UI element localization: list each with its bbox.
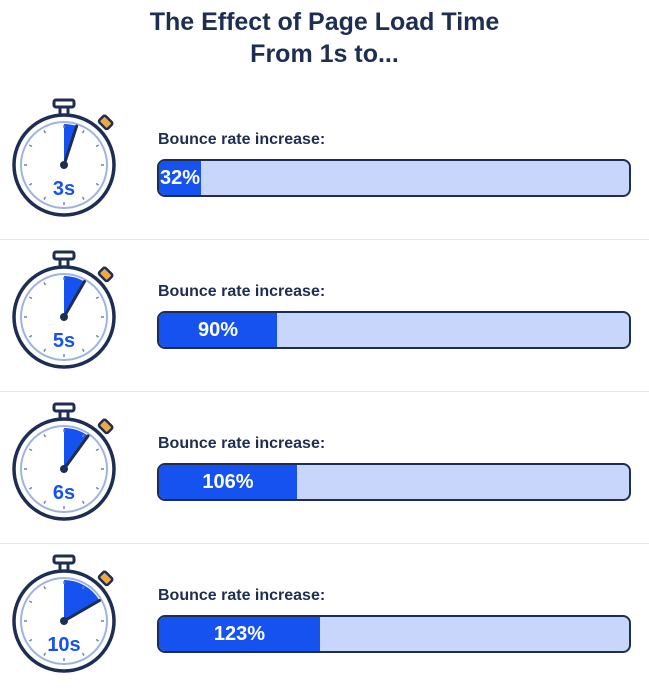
stopwatch-icon: 10s xyxy=(6,549,126,677)
stopwatch-icon: 3s xyxy=(6,93,126,221)
bar-track: 106% xyxy=(157,463,631,501)
stopwatch-time: 10s xyxy=(47,634,80,656)
bar-value-label: 123% xyxy=(213,622,266,645)
title-line-2: From 1s to... xyxy=(250,40,399,68)
bar-value-label: 106% xyxy=(202,470,254,493)
stopwatch-time: 3s xyxy=(53,178,75,200)
row-divider xyxy=(0,391,649,392)
row-divider xyxy=(0,239,649,240)
bar-track: 90% xyxy=(157,311,631,349)
bar-row: 10s Bounce rate increase: 123% xyxy=(0,549,649,699)
bar-track: 123% xyxy=(157,615,631,653)
bar-row: 3s Bounce rate increase: 32% xyxy=(0,93,649,243)
elapsed-sector xyxy=(64,580,100,621)
bar-value-label: 32% xyxy=(159,166,201,189)
row-divider xyxy=(0,543,649,544)
stopwatch-time: 5s xyxy=(53,330,75,352)
bar-label: Bounce rate increase: xyxy=(158,131,326,148)
bar-row: 5s Bounce rate increase: 90% xyxy=(0,245,649,395)
chart-title: The Effect of Page Load Time From 1s to.… xyxy=(0,6,649,70)
bar-fill xyxy=(159,161,201,195)
bar-value-label: 90% xyxy=(197,318,239,341)
stopwatch-icon: 6s xyxy=(6,397,126,525)
bar-label: Bounce rate increase: xyxy=(158,283,326,300)
bar-fill xyxy=(159,617,320,651)
title-line-1: The Effect of Page Load Time xyxy=(149,8,500,36)
bar-fill xyxy=(159,465,297,499)
bar-label: Bounce rate increase: xyxy=(158,435,326,452)
stopwatch-time: 6s xyxy=(53,482,75,504)
bar-row: 6s Bounce rate increase: 106% xyxy=(0,397,649,547)
bar-label: Bounce rate increase: xyxy=(158,587,326,604)
bar-track: 32% xyxy=(157,159,631,197)
stopwatch-icon: 5s xyxy=(6,245,126,373)
bar-fill xyxy=(159,313,277,347)
